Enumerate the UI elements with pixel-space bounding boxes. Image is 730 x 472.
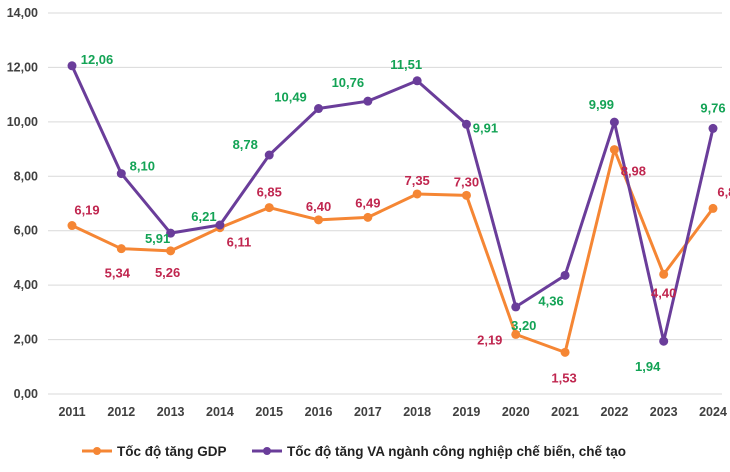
data-point <box>511 302 520 311</box>
data-point <box>265 203 274 212</box>
legend: Tốc độ tăng GDP Tốc độ tăng VA ngành côn… <box>82 444 626 459</box>
y-tick-label: 6,00 <box>14 224 38 238</box>
y-tick-label: 4,00 <box>14 278 38 292</box>
y-tick-label: 0,00 <box>14 387 38 401</box>
x-tick-label: 2024 <box>699 405 727 419</box>
data-point <box>610 118 619 127</box>
data-point <box>561 271 570 280</box>
data-point <box>314 104 323 113</box>
x-tick-label: 2020 <box>502 405 530 419</box>
x-tick-label: 2012 <box>107 405 135 419</box>
data-labels-va: 12,06 8,10 5,91 6,21 8,78 10,49 10,76 11,51 9,91… <box>81 52 726 374</box>
data-label: 5,91 <box>145 231 170 246</box>
data-label: 1,94 <box>635 359 661 374</box>
legend-gdp-marker <box>93 447 101 455</box>
data-label: 8,10 <box>130 159 155 174</box>
x-tick-label: 2013 <box>157 405 185 419</box>
data-label: 3,20 <box>511 318 536 333</box>
x-tick-label: 2022 <box>600 405 628 419</box>
legend-gdp-label: Tốc độ tăng GDP <box>117 444 227 459</box>
y-tick-label: 14,00 <box>7 6 38 20</box>
data-point <box>413 189 422 198</box>
data-point <box>709 204 718 213</box>
data-point <box>68 221 77 230</box>
data-label: 7,35 <box>404 173 429 188</box>
data-label: 6,85 <box>257 185 282 200</box>
x-axis: 2011 2012 2013 2014 2015 2016 2017 2018 2019 2020… <box>58 405 727 419</box>
data-point <box>561 348 570 357</box>
data-point <box>363 213 372 222</box>
x-tick-label: 2016 <box>305 405 333 419</box>
data-point <box>413 76 422 85</box>
y-axis: 0,00 2,00 4,00 6,00 8,00 10,00 12,00 14,00 <box>7 6 38 401</box>
data-label: 8,98 <box>621 164 646 179</box>
data-label: 7,30 <box>454 174 479 189</box>
data-point <box>462 191 471 200</box>
data-point <box>215 220 224 229</box>
data-label: 1,53 <box>551 370 576 385</box>
x-tick-label: 2015 <box>255 405 283 419</box>
data-label: 9,76 <box>700 100 725 115</box>
legend-va-label: Tốc độ tăng VA ngành công nghiệp chế biế… <box>287 444 626 459</box>
data-label: 10,49 <box>274 90 307 105</box>
y-tick-label: 2,00 <box>14 333 38 347</box>
data-point <box>68 61 77 70</box>
data-label: 6,11 <box>227 235 252 250</box>
data-point <box>610 145 619 154</box>
y-tick-label: 12,00 <box>7 60 38 74</box>
data-point <box>462 120 471 129</box>
legend-va-marker <box>263 447 271 455</box>
data-label: 5,26 <box>155 265 180 280</box>
data-point <box>117 169 126 178</box>
data-point <box>117 244 126 253</box>
y-tick-label: 10,00 <box>7 115 38 129</box>
data-label: 11,51 <box>390 57 422 72</box>
data-label: 2,19 <box>477 332 502 347</box>
data-point <box>659 270 668 279</box>
data-label: 10,76 <box>332 75 365 90</box>
series-line <box>72 66 713 341</box>
x-tick-label: 2018 <box>403 405 431 419</box>
data-point <box>166 246 175 255</box>
data-point <box>659 337 668 346</box>
data-label: 8,78 <box>233 137 258 152</box>
data-label: 6,21 <box>191 209 216 224</box>
series-va <box>68 61 718 345</box>
y-tick-label: 8,00 <box>14 169 38 183</box>
data-point <box>363 97 372 106</box>
data-label: 6,82 <box>717 184 730 199</box>
gridlines <box>48 13 722 394</box>
data-label: 9,91 <box>473 120 498 135</box>
data-point <box>265 151 274 160</box>
data-label: 4,36 <box>538 293 563 308</box>
data-label: 6,40 <box>306 199 331 214</box>
data-point <box>709 124 718 133</box>
data-label: 6,49 <box>355 195 380 210</box>
data-point <box>314 215 323 224</box>
x-tick-label: 2017 <box>354 405 382 419</box>
data-label: 4,40 <box>651 285 676 300</box>
series-group: 6,19 5,34 5,26 6,11 6,85 6,40 6,49 7,35 7,30 2,19… <box>68 52 730 386</box>
data-label: 6,19 <box>74 203 99 218</box>
x-tick-label: 2021 <box>551 405 579 419</box>
data-label: 5,34 <box>105 266 131 281</box>
x-tick-label: 2014 <box>206 405 234 419</box>
x-tick-label: 2019 <box>453 405 481 419</box>
x-tick-label: 2023 <box>650 405 678 419</box>
data-label: 9,99 <box>589 97 614 112</box>
x-tick-label: 2011 <box>58 405 85 419</box>
data-label: 12,06 <box>81 52 114 67</box>
